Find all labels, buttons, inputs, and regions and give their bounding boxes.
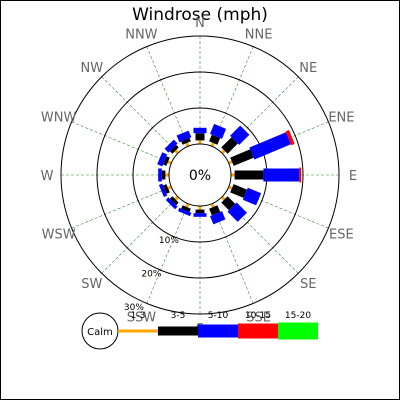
ring-3 bbox=[60, 35, 340, 315]
bar-s-1-3 bbox=[198, 206, 202, 210]
bar-w-1-3 bbox=[165, 173, 169, 177]
legend-swatch-1-3 bbox=[118, 329, 158, 333]
bar-wsw-5-10 bbox=[158, 183, 168, 197]
ring-label-2: 20% bbox=[141, 270, 161, 280]
bar-w-5-10 bbox=[158, 168, 162, 182]
direction-label-e: E bbox=[349, 169, 357, 184]
bar-n-5-10 bbox=[193, 127, 207, 134]
bar-ssw-3-5 bbox=[181, 205, 191, 212]
bar-wnw-5-10 bbox=[157, 152, 168, 167]
bar-e-1-3 bbox=[231, 173, 235, 177]
ring-labels: 10% 20% 30% bbox=[124, 236, 179, 313]
bar-w-3-5 bbox=[161, 170, 166, 180]
direction-label-nne: NNE bbox=[245, 28, 273, 43]
direction-label-ene: ENE bbox=[328, 110, 354, 125]
bar-se-5-10 bbox=[227, 202, 247, 222]
bar-ese-5-10 bbox=[242, 187, 262, 206]
direction-label-nnw: NNW bbox=[125, 28, 157, 43]
bar-nne-5-10 bbox=[210, 123, 227, 139]
bar-n-3-5 bbox=[195, 133, 205, 141]
center-label: 0% bbox=[189, 168, 211, 184]
spoke-ese bbox=[228, 186, 329, 229]
direction-label-se: SE bbox=[300, 277, 316, 292]
ring-2 bbox=[96, 71, 304, 279]
bar-e-5-10 bbox=[263, 168, 300, 182]
bar-ene-5-10 bbox=[249, 132, 291, 160]
direction-label-wnw: WNW bbox=[41, 110, 77, 125]
direction-label-w: W bbox=[41, 169, 54, 184]
chart-title: Windrose (mph) bbox=[132, 5, 268, 25]
bar-sse-3-5 bbox=[209, 205, 221, 216]
bar-sw-5-10 bbox=[165, 197, 178, 210]
direction-label-ese: ESE bbox=[329, 228, 354, 243]
bar-sse-5-10 bbox=[210, 211, 226, 225]
bar-nw-5-10 bbox=[164, 139, 178, 153]
direction-label-wsw: WSW bbox=[42, 228, 76, 243]
bar-s-5-10 bbox=[193, 213, 207, 217]
direction-label-ssw: SSW bbox=[127, 310, 157, 325]
spoke-ene bbox=[228, 121, 329, 164]
direction-label-ne: NE bbox=[299, 61, 317, 76]
legend-label-5-10: 5-10 bbox=[208, 311, 229, 321]
calm-center-circle bbox=[168, 143, 232, 207]
direction-label-nw: NW bbox=[81, 61, 104, 76]
spoke-ssw bbox=[146, 203, 189, 304]
bar-ene-10-15 bbox=[285, 130, 295, 146]
bar-ssw-5-10 bbox=[178, 207, 192, 217]
legend-swatch-5-10 bbox=[198, 324, 238, 338]
bar-s-3-5 bbox=[195, 209, 205, 214]
legend-label-1-3: 1-3 bbox=[131, 311, 146, 321]
ring-label-3: 30% bbox=[124, 303, 144, 313]
bar-nnw-3-5 bbox=[181, 138, 191, 145]
bar-e-10-15 bbox=[299, 167, 302, 183]
bar-se-3-5 bbox=[221, 196, 236, 211]
spoke-wsw bbox=[71, 186, 172, 229]
bar-e-3-5 bbox=[234, 170, 264, 180]
bar-ene-3-5 bbox=[230, 149, 254, 166]
spoke-nw bbox=[101, 76, 179, 154]
spoke-wnw bbox=[71, 121, 172, 164]
bar-ese-3-5 bbox=[230, 184, 247, 198]
legend-label-15-20: 15-20 bbox=[285, 311, 311, 321]
bar-nnw-5-10 bbox=[176, 130, 192, 143]
legend-swatch-15-20 bbox=[278, 322, 318, 340]
legend-swatch-10-15 bbox=[238, 323, 278, 339]
bar-wnw-3-5 bbox=[163, 156, 170, 166]
bar-ne-5-10 bbox=[230, 125, 250, 145]
legend-label-10-15: 10-15 bbox=[245, 311, 271, 321]
direction-label-sw: SW bbox=[81, 277, 102, 292]
legend-calm-label: Calm bbox=[87, 327, 113, 338]
bar-ne-3-5 bbox=[221, 137, 238, 154]
direction-label-n: N bbox=[195, 16, 205, 31]
spoke-nnw bbox=[146, 46, 189, 147]
direction-bars bbox=[157, 123, 302, 225]
bar-n-1-3 bbox=[198, 140, 202, 144]
ring-label-1: 10% bbox=[159, 236, 179, 246]
bar-wsw-3-5 bbox=[163, 184, 170, 194]
legend: Calm 1-3 3-5 5-10 10-15 15-20 bbox=[81, 311, 318, 350]
direction-labels: NNNENEENEEESESESSESSSWSWWSWWWNWNWNNW bbox=[41, 16, 358, 337]
bar-sw-3-5 bbox=[169, 196, 179, 206]
spoke-sw bbox=[101, 196, 179, 274]
legend-label-3-5: 3-5 bbox=[171, 311, 186, 321]
bar-nne-3-5 bbox=[209, 134, 221, 145]
bar-nw-3-5 bbox=[169, 144, 179, 154]
legend-swatch-3-5 bbox=[158, 326, 198, 336]
direction-label-sse: SSE bbox=[246, 310, 271, 325]
